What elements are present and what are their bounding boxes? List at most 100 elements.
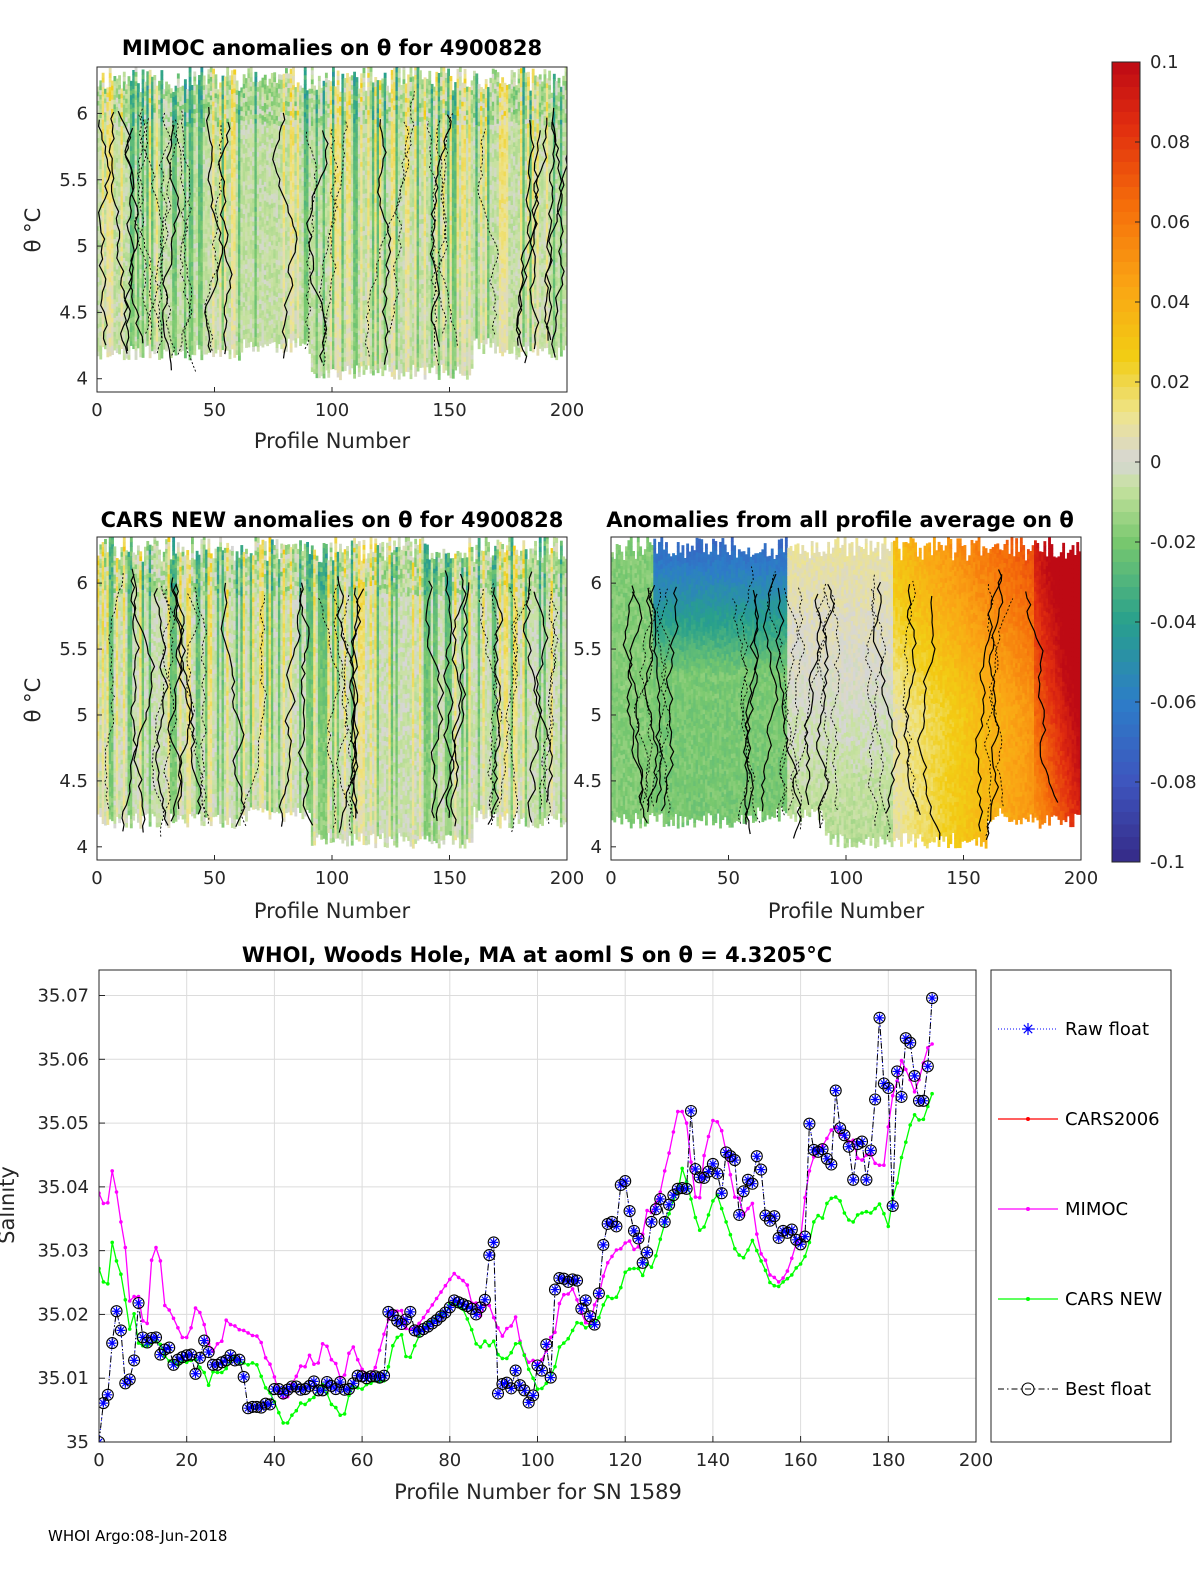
heatmap-cell	[97, 341, 100, 347]
heatmap-cell	[198, 302, 201, 308]
heatmap-cell	[179, 179, 183, 185]
heatmap-cell	[193, 289, 197, 295]
heatmap-cell	[134, 247, 138, 254]
heatmap-cell	[113, 219, 117, 226]
heatmap-cell	[127, 141, 131, 147]
heatmap-cell	[146, 308, 150, 314]
heatmap-cell	[108, 249, 112, 255]
heatmap-cell	[172, 314, 176, 320]
heatmap-cell	[183, 79, 187, 85]
heatmap-cell	[141, 245, 145, 252]
heatmap-cell	[136, 282, 140, 288]
heatmap-cell	[200, 211, 204, 217]
heatmap-cell	[158, 289, 161, 295]
heatmap-cell	[134, 117, 138, 124]
heatmap-cell	[129, 196, 133, 203]
heatmap-cell	[122, 271, 126, 277]
heatmap-cell	[167, 167, 171, 174]
heatmap-cell	[106, 138, 110, 144]
heatmap-cell	[179, 258, 183, 264]
heatmap-cell	[113, 257, 117, 263]
heatmap-cell	[127, 303, 131, 309]
heatmap-cell	[172, 91, 176, 98]
heatmap-cell	[195, 279, 199, 285]
heatmap-cell	[195, 335, 199, 341]
heatmap-cell	[186, 237, 190, 243]
heatmap-cell	[106, 110, 110, 116]
heatmap-cell	[256, 346, 260, 352]
heatmap-cell	[134, 182, 138, 189]
heatmap-cell	[115, 264, 119, 270]
heatmap-cell	[97, 332, 100, 338]
heatmap-cell	[122, 178, 126, 184]
heatmap-cell	[198, 167, 201, 174]
heatmap-cell	[97, 207, 100, 213]
heatmap-cell	[127, 136, 131, 142]
heatmap-cell	[162, 103, 166, 109]
heatmap-cell	[151, 188, 154, 194]
heatmap-cell	[146, 201, 150, 207]
heatmap-cell	[139, 106, 143, 112]
heatmap-cell	[132, 153, 136, 159]
heatmap-cell	[167, 130, 171, 136]
heatmap-cell	[181, 336, 185, 342]
heatmap-cell	[179, 184, 183, 190]
heatmap-cell	[162, 256, 166, 262]
heatmap-cell	[151, 299, 154, 305]
heatmap-cell	[176, 184, 180, 191]
heatmap-cell	[158, 108, 161, 114]
heatmap-cell	[122, 327, 126, 333]
heatmap-cell	[198, 205, 201, 211]
heatmap-cell	[108, 309, 112, 315]
heatmap-cell	[99, 201, 103, 207]
heatmap-cell	[115, 296, 119, 302]
heatmap-cell	[101, 244, 105, 250]
heatmap-cell	[181, 122, 185, 128]
heatmap-cell	[104, 320, 107, 327]
heatmap-cell	[165, 123, 168, 129]
heatmap-cell	[179, 291, 183, 297]
heatmap-cell	[136, 120, 140, 126]
heatmap-cell	[122, 285, 126, 291]
heatmap-cell	[153, 260, 157, 266]
heatmap-cell	[141, 232, 145, 238]
heatmap-cell	[191, 242, 194, 249]
heatmap-cell	[148, 134, 152, 140]
heatmap-cell	[115, 347, 119, 354]
heatmap-cell	[113, 164, 117, 170]
heatmap-cell	[122, 197, 126, 203]
heatmap-cell	[134, 326, 138, 333]
heatmap-cell	[118, 154, 121, 160]
heatmap-cell	[139, 254, 143, 260]
heatmap-cell	[181, 294, 185, 300]
heatmap-cell	[169, 102, 173, 108]
heatmap-cell	[193, 90, 197, 96]
heatmap-cell	[139, 231, 143, 237]
heatmap-cell	[183, 227, 187, 233]
heatmap-cell	[193, 257, 197, 263]
heatmap-cell	[132, 325, 136, 331]
heatmap-cell	[113, 192, 117, 198]
heatmap-cell	[169, 92, 173, 99]
heatmap-cell	[153, 209, 157, 215]
heatmap-cell	[122, 257, 126, 263]
heatmap-cell	[162, 270, 166, 276]
heatmap-cell	[136, 231, 140, 237]
heatmap-cell	[132, 292, 136, 298]
heatmap-cell	[125, 260, 129, 266]
heatmap-cell	[153, 330, 157, 336]
heatmap-cell	[111, 219, 114, 226]
heatmap-cell	[132, 209, 136, 215]
heatmap-cell	[158, 173, 161, 179]
heatmap-cell	[125, 121, 129, 127]
heatmap-cell	[174, 229, 178, 235]
heatmap-cell	[153, 107, 157, 113]
heatmap-cell	[136, 97, 140, 103]
heatmap-cell	[127, 243, 131, 249]
heatmap-cell	[179, 124, 183, 130]
heatmap-cell	[167, 205, 171, 211]
heatmap-cell	[198, 297, 201, 304]
heatmap-cell	[160, 186, 164, 192]
heatmap-cell	[127, 187, 131, 193]
heatmap-cell	[200, 159, 204, 166]
